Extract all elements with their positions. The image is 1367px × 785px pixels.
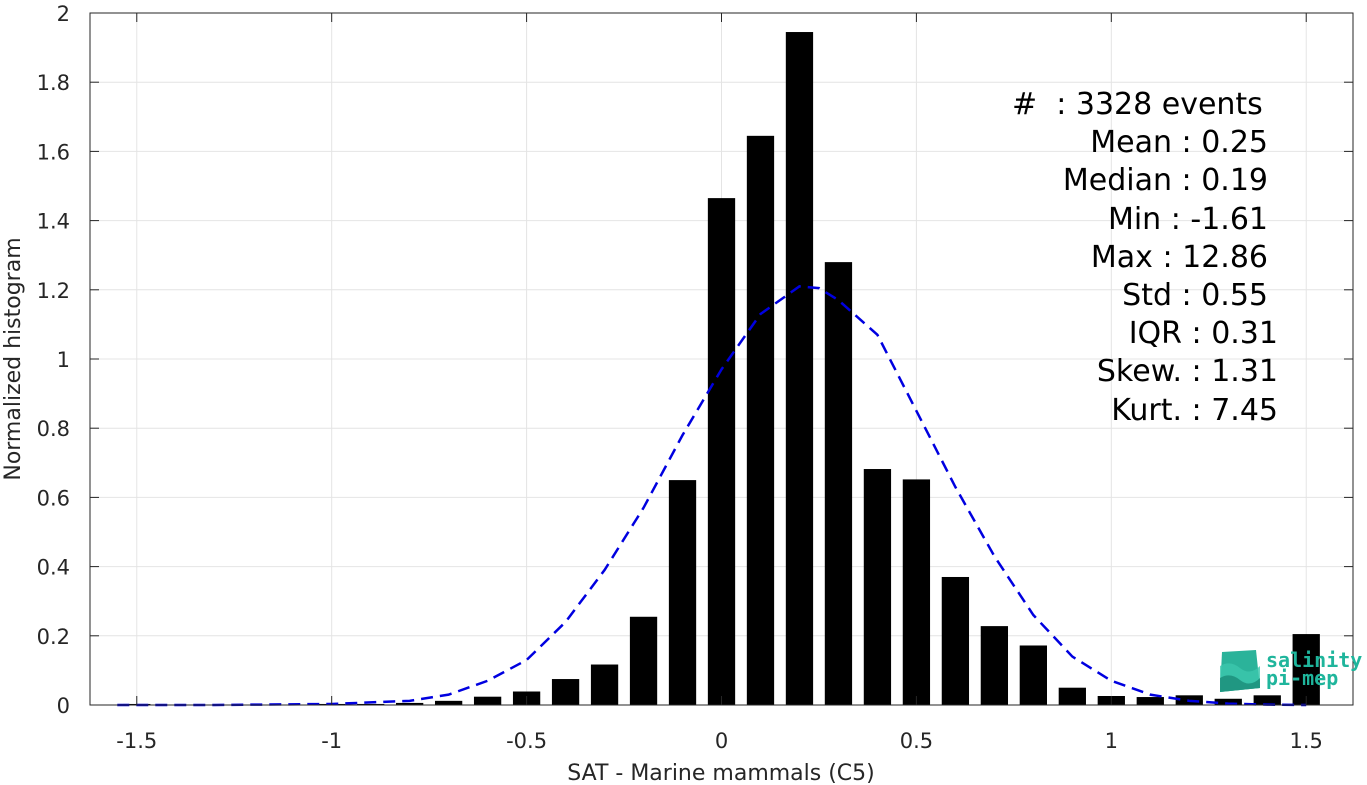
y-tick-label: 1 [57, 348, 70, 372]
y-tick-label: 0 [57, 694, 70, 718]
stat-mean: Mean : 0.25 [1090, 125, 1268, 161]
y-axis-ticks: 0 0.2 0.4 0.6 0.8 1 1.2 1.4 1.6 1.8 2 [37, 2, 1353, 718]
histogram-bars [123, 32, 1320, 706]
histogram-bar [629, 616, 658, 705]
histogram-bar [1136, 697, 1164, 705]
y-axis-label: Normalized histogram [1, 237, 26, 480]
stat-skew: Skew. : 1.31 [1096, 354, 1278, 390]
salinity-pimep-logo: salinity pi-mep [1216, 646, 1362, 694]
histogram-bar [863, 469, 892, 705]
y-tick-label: 1.4 [37, 210, 70, 234]
stat-max: Max : 12.86 [1090, 239, 1268, 275]
histogram-bar [902, 479, 931, 705]
y-tick-label: 2 [57, 2, 70, 26]
x-tick-label: 1.5 [1290, 729, 1323, 753]
histogram-bar [980, 626, 1009, 705]
histogram-bar [1019, 645, 1047, 705]
histogram-bar [785, 32, 814, 705]
x-tick-label: -1 [321, 729, 342, 753]
x-axis-label: SAT - Marine mammals (C5) [567, 761, 875, 785]
y-tick-label: 0.2 [37, 625, 70, 649]
stat-count: # : 3328 events [1012, 87, 1263, 122]
histogram-bar [590, 664, 619, 705]
histogram-bar [396, 702, 424, 705]
histogram-bar [1292, 634, 1320, 705]
y-tick-label: 0.6 [37, 486, 70, 510]
x-tick-label: 1 [1105, 729, 1118, 753]
histogram-bar [357, 703, 385, 705]
histogram-bar [1253, 695, 1281, 705]
histogram-bar [941, 576, 970, 705]
x-tick-label: 0 [715, 729, 728, 753]
stat-min: Min : -1.61 [1107, 201, 1268, 237]
histogram-bar [1058, 687, 1086, 705]
y-tick-label: 1.8 [37, 71, 70, 95]
logo-text-salinity: salinity [1266, 648, 1363, 672]
logo-text-pimep: pi-mep [1266, 666, 1339, 690]
x-tick-label: -1.5 [116, 729, 157, 753]
stat-std: Std : 0.55 [1122, 278, 1268, 314]
y-tick-label: 1.6 [37, 140, 70, 164]
histogram-bar [1214, 698, 1242, 705]
x-tick-label: 0.5 [900, 729, 933, 753]
normal-fit-curve [117, 285, 1307, 707]
histogram-bar [707, 198, 736, 706]
x-axis-ticks: -1.5 -1 -0.5 0 0.5 1 1.5 [116, 13, 1323, 753]
stat-iqr: IQR : 0.31 [1128, 316, 1278, 352]
stat-kurt: Kurt. : 7.45 [1111, 392, 1278, 428]
histogram-bar [551, 679, 580, 705]
histogram-bar [473, 696, 502, 705]
histogram-bar [434, 700, 463, 705]
y-tick-label: 0.4 [37, 556, 70, 580]
wave-logo-icon [1220, 650, 1260, 692]
histogram-bar [824, 262, 853, 705]
histogram-bar [668, 480, 697, 705]
y-tick-label: 1.2 [37, 279, 70, 303]
stat-median: Median : 0.19 [1062, 163, 1268, 199]
histogram-bar [746, 135, 775, 705]
y-tick-label: 0.8 [37, 417, 70, 441]
statistics-box: # : 3328 events Mean : 0.25 Median : 0.1… [1000, 86, 1290, 430]
x-tick-label: -0.5 [506, 729, 547, 753]
